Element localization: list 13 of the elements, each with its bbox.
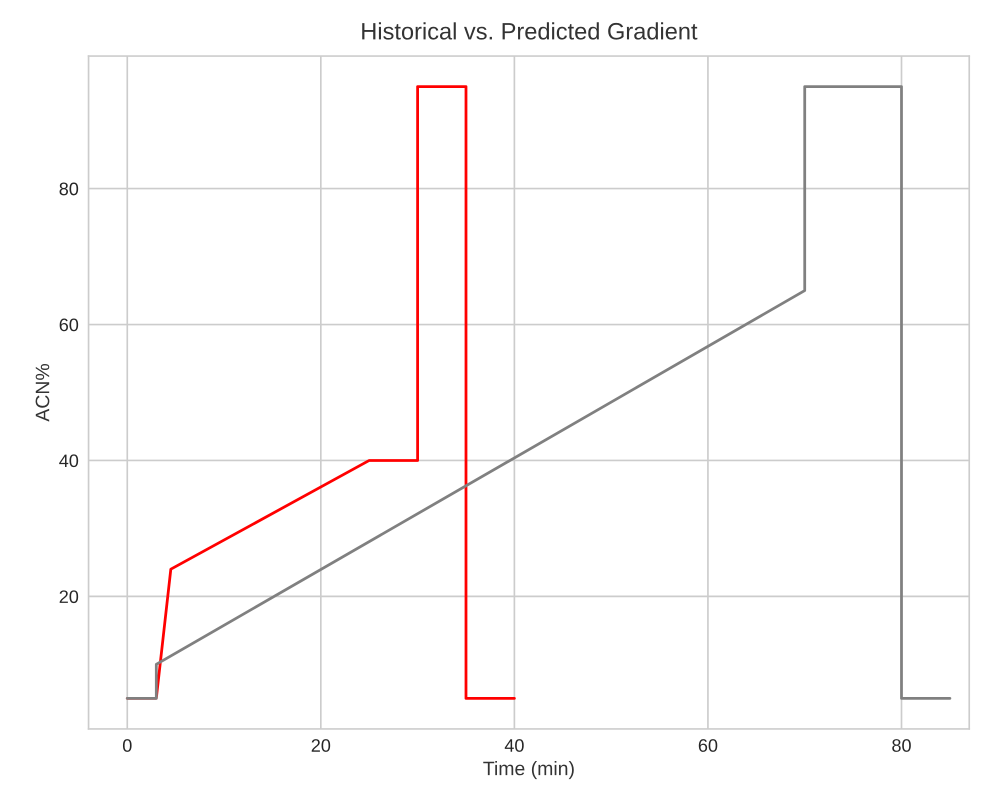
line-series <box>126 85 952 700</box>
y-tick-label: 40 <box>59 454 78 468</box>
y-tick-label: 20 <box>60 590 78 604</box>
y-axis-title: ACN% <box>36 364 50 422</box>
x-tick-label: 40 <box>504 739 524 752</box>
y-tick-label: 80 <box>60 182 78 196</box>
x-tick-label: 20 <box>312 739 330 752</box>
y-tick-label: 60 <box>60 318 78 332</box>
x-tick-label: 0 <box>122 739 132 752</box>
x-axis-title: Time (min) <box>483 761 574 780</box>
chart-title: Historical vs. Predicted Gradient <box>362 22 698 40</box>
x-tick-label: 60 <box>698 739 718 752</box>
x-tick-label: 80 <box>892 739 911 752</box>
